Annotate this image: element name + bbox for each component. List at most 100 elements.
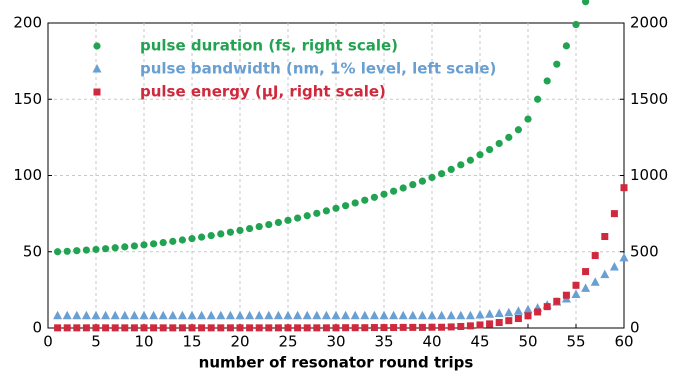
point	[273, 310, 283, 320]
point	[620, 184, 628, 192]
y2-tick-label: 1000	[630, 166, 668, 184]
point	[591, 252, 599, 260]
point	[418, 177, 426, 185]
point	[265, 221, 273, 229]
point	[475, 310, 485, 319]
x-tick-label: 0	[43, 333, 53, 351]
point	[130, 242, 138, 250]
point	[572, 281, 580, 289]
point	[571, 289, 581, 298]
point	[217, 324, 225, 332]
point	[140, 324, 148, 332]
point	[62, 310, 72, 320]
point	[505, 317, 513, 325]
point	[236, 324, 244, 332]
point	[369, 310, 379, 320]
point	[581, 283, 591, 292]
y-tick-label: 200	[13, 14, 42, 32]
point	[438, 170, 446, 178]
point	[447, 165, 455, 173]
point	[313, 209, 321, 217]
point	[590, 277, 600, 286]
legend-marker	[93, 88, 101, 96]
point	[255, 222, 263, 231]
point	[168, 310, 178, 320]
point	[601, 233, 609, 240]
point	[81, 310, 91, 320]
y2-tick-label: 0	[630, 319, 640, 337]
point	[600, 269, 610, 279]
point	[351, 324, 359, 332]
x-tick-label: 45	[470, 333, 489, 351]
point	[610, 210, 618, 218]
point	[139, 310, 149, 320]
point	[63, 247, 71, 255]
legend-label: pulse bandwidth (nm, 1% level, left scal…	[140, 60, 496, 78]
point	[216, 310, 226, 320]
y-tick-label: 0	[32, 319, 42, 337]
point	[294, 324, 302, 332]
y-tick-label: 50	[23, 242, 42, 260]
x-axis-label: number of resonator round trips	[199, 354, 474, 372]
point	[494, 308, 504, 318]
point	[187, 310, 197, 320]
y-tick-label: 150	[13, 90, 42, 108]
point	[572, 20, 580, 29]
point	[553, 60, 561, 68]
point	[82, 246, 90, 254]
legend-marker	[93, 42, 101, 50]
point	[409, 323, 417, 331]
point	[514, 315, 522, 323]
point	[274, 218, 282, 227]
point	[206, 310, 216, 320]
point	[523, 304, 533, 314]
point	[102, 245, 110, 253]
point	[198, 233, 206, 241]
point	[91, 310, 101, 320]
point	[361, 196, 369, 204]
point	[197, 310, 207, 320]
point	[120, 310, 130, 320]
point	[312, 310, 322, 320]
point	[495, 139, 503, 148]
point	[63, 324, 71, 332]
point	[303, 212, 311, 220]
point	[370, 193, 378, 201]
point	[341, 310, 351, 320]
point	[264, 310, 274, 320]
point	[198, 324, 206, 332]
point	[150, 324, 158, 332]
x-tick-label: 5	[91, 333, 101, 351]
legend-label: pulse duration (fs, right scale)	[140, 37, 398, 55]
point	[476, 151, 484, 159]
point	[254, 310, 264, 320]
point	[284, 324, 292, 332]
point	[437, 310, 447, 320]
point	[543, 303, 551, 311]
point	[283, 310, 293, 320]
point	[513, 306, 523, 315]
point	[110, 310, 120, 320]
point	[399, 323, 407, 331]
point	[92, 245, 100, 254]
point	[553, 297, 561, 305]
point	[53, 310, 63, 320]
point	[150, 240, 158, 248]
point	[111, 324, 119, 332]
point	[177, 310, 187, 320]
point	[72, 310, 82, 320]
point	[438, 323, 446, 331]
point	[121, 324, 129, 332]
point	[505, 133, 513, 141]
point	[246, 224, 254, 233]
point	[390, 324, 398, 332]
point	[417, 310, 427, 320]
point	[428, 323, 436, 331]
point	[534, 308, 542, 316]
point	[609, 262, 619, 271]
point	[303, 324, 311, 332]
point	[582, 0, 590, 6]
point	[514, 126, 523, 134]
point	[149, 310, 159, 320]
